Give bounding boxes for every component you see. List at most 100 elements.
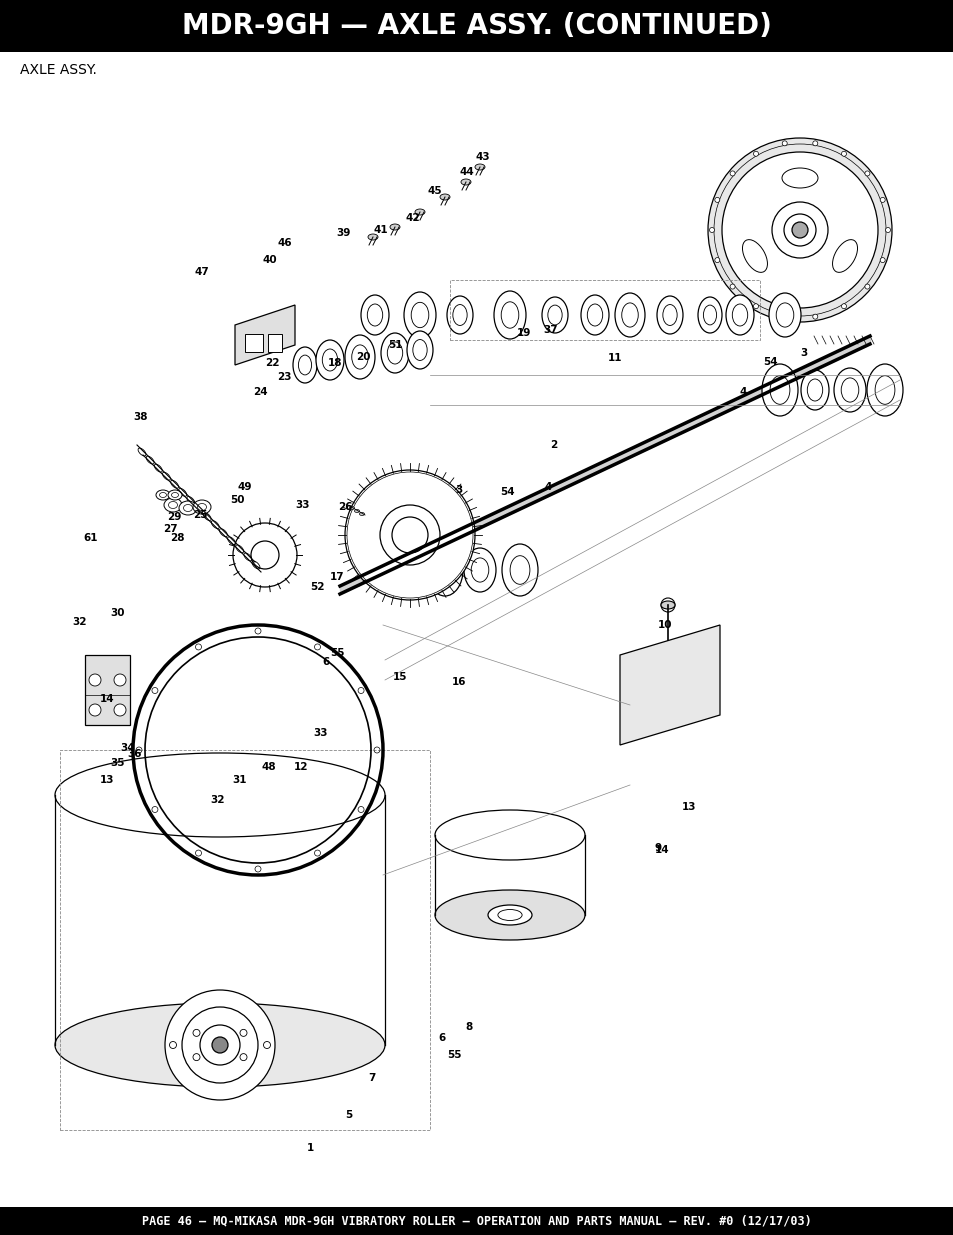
Ellipse shape [411, 303, 428, 327]
Ellipse shape [801, 370, 828, 410]
Ellipse shape [761, 364, 797, 416]
Circle shape [212, 1037, 228, 1053]
Ellipse shape [488, 905, 532, 925]
Text: MDR-9GH — AXLE ASSY. (CONTINUED): MDR-9GH — AXLE ASSY. (CONTINUED) [182, 12, 771, 40]
Ellipse shape [387, 342, 402, 364]
Circle shape [240, 1053, 247, 1061]
Text: 33: 33 [313, 727, 327, 739]
Text: 30: 30 [110, 608, 125, 618]
Circle shape [113, 674, 126, 685]
Text: 48: 48 [262, 762, 276, 772]
Ellipse shape [781, 168, 817, 188]
Ellipse shape [841, 378, 858, 403]
Text: 52: 52 [310, 582, 324, 592]
Circle shape [709, 227, 714, 232]
Ellipse shape [660, 601, 675, 609]
Text: 14: 14 [655, 845, 669, 855]
Bar [60, 750, 430, 1130]
Ellipse shape [725, 295, 753, 335]
Ellipse shape [183, 505, 193, 511]
Text: 11: 11 [607, 353, 622, 363]
Text: 35: 35 [110, 758, 125, 768]
Ellipse shape [367, 304, 382, 326]
Ellipse shape [501, 543, 537, 597]
Text: 24: 24 [253, 387, 268, 396]
Ellipse shape [345, 335, 375, 379]
Ellipse shape [193, 500, 211, 514]
Text: 6: 6 [437, 1032, 445, 1044]
Ellipse shape [352, 345, 368, 369]
Circle shape [812, 314, 817, 319]
Ellipse shape [732, 304, 747, 326]
Ellipse shape [874, 375, 894, 404]
Ellipse shape [164, 498, 182, 513]
Circle shape [233, 522, 296, 587]
Text: 31: 31 [232, 776, 246, 785]
Ellipse shape [657, 296, 682, 333]
Ellipse shape [172, 493, 178, 498]
Ellipse shape [833, 368, 865, 412]
Circle shape [193, 1053, 200, 1061]
Text: 1: 1 [307, 1144, 314, 1153]
Ellipse shape [55, 1003, 385, 1087]
Circle shape [193, 1030, 200, 1036]
Bar [0, 1207, 953, 1235]
Ellipse shape [510, 556, 529, 584]
Ellipse shape [360, 295, 389, 335]
Text: 28: 28 [170, 534, 184, 543]
Circle shape [379, 505, 439, 564]
Text: 4: 4 [544, 482, 552, 492]
Circle shape [864, 284, 869, 289]
Circle shape [781, 141, 786, 146]
Ellipse shape [615, 293, 644, 337]
Text: 47: 47 [194, 267, 210, 277]
Circle shape [880, 258, 884, 263]
Bar [85, 655, 130, 725]
Circle shape [864, 170, 869, 175]
Ellipse shape [541, 296, 567, 333]
Circle shape [707, 138, 891, 322]
Circle shape [721, 152, 877, 308]
Ellipse shape [547, 305, 561, 325]
Ellipse shape [587, 304, 602, 326]
Text: 3: 3 [455, 485, 462, 495]
Circle shape [113, 704, 126, 716]
Text: 45: 45 [428, 186, 442, 196]
Ellipse shape [407, 331, 433, 369]
Text: 55: 55 [330, 648, 344, 658]
Text: 32: 32 [210, 795, 224, 805]
Ellipse shape [662, 305, 677, 326]
Ellipse shape [439, 194, 450, 200]
Text: 2: 2 [550, 440, 557, 450]
Circle shape [884, 227, 889, 232]
Text: 39: 39 [335, 228, 350, 238]
Text: 19: 19 [517, 329, 531, 338]
Ellipse shape [453, 305, 467, 326]
Text: 22: 22 [265, 358, 279, 368]
Circle shape [880, 198, 884, 203]
Text: 41: 41 [374, 225, 388, 235]
Circle shape [753, 304, 758, 309]
Text: 46: 46 [277, 238, 293, 248]
Ellipse shape [349, 506, 355, 510]
Ellipse shape [368, 233, 377, 240]
Text: PAGE 46 — MQ-MIKASA MDR-9GH VIBRATORY ROLLER — OPERATION AND PARTS MANUAL — REV.: PAGE 46 — MQ-MIKASA MDR-9GH VIBRATORY RO… [142, 1214, 811, 1228]
Circle shape [345, 471, 475, 600]
Text: 3: 3 [800, 348, 806, 358]
Ellipse shape [580, 295, 608, 335]
Text: 54: 54 [499, 487, 514, 496]
Ellipse shape [866, 364, 902, 416]
Text: 13: 13 [681, 802, 696, 811]
Ellipse shape [471, 558, 488, 582]
Text: 20: 20 [355, 352, 370, 362]
Ellipse shape [293, 347, 316, 383]
Ellipse shape [156, 490, 170, 500]
Ellipse shape [702, 305, 716, 325]
Ellipse shape [380, 333, 409, 373]
Ellipse shape [359, 513, 364, 515]
Text: 6: 6 [322, 657, 329, 667]
Polygon shape [619, 625, 720, 745]
Ellipse shape [427, 543, 462, 597]
Ellipse shape [415, 209, 424, 215]
Text: 38: 38 [132, 412, 148, 422]
